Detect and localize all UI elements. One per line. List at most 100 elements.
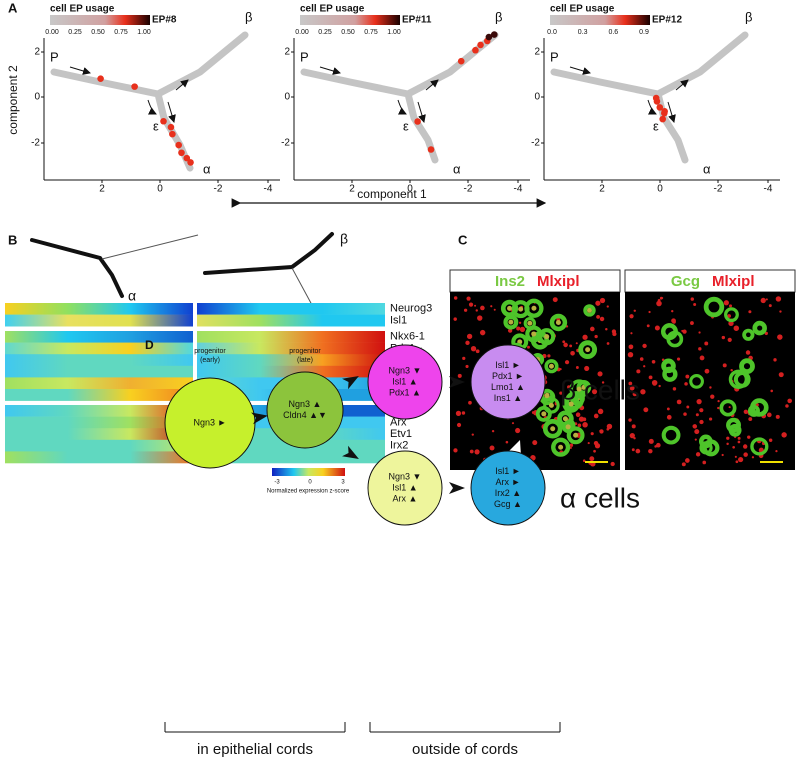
label: 0.25 (68, 29, 82, 36)
yellow-core (548, 402, 554, 408)
red-signal (491, 429, 495, 433)
heatmap-row (5, 405, 193, 417)
red-signal (676, 399, 682, 405)
label: 2 (99, 184, 105, 195)
label: Lmo1 ▲ (491, 382, 525, 392)
red-signal (462, 356, 466, 361)
red-signal (717, 399, 720, 403)
label: 0 (657, 184, 663, 195)
label: β (495, 9, 502, 24)
label: 2 (534, 47, 540, 58)
direction-arrow (147, 99, 157, 115)
red-signal (632, 391, 638, 397)
label: 0.9 (639, 29, 649, 36)
heatmap-row (5, 377, 193, 390)
red-signal (628, 344, 634, 350)
yellow-core (586, 307, 592, 313)
red-signal (721, 453, 724, 457)
green-cell (750, 437, 769, 456)
red-signal (733, 325, 740, 331)
red-signal (775, 414, 780, 419)
red-signal (775, 450, 778, 453)
tree (30, 238, 124, 298)
green-cell (524, 298, 544, 318)
cell-dot (472, 46, 479, 54)
green-cell (578, 340, 598, 360)
red-signal (584, 365, 590, 371)
tree-link (291, 267, 313, 306)
label: component 2 (6, 65, 20, 135)
red-signal (564, 360, 570, 365)
cell-dot (169, 130, 176, 138)
red-signal (547, 354, 551, 358)
label: Gcg ▲ (494, 499, 522, 509)
red-signal (770, 389, 774, 393)
red-signal (658, 384, 661, 388)
label: Pdx1 ▲ (389, 387, 421, 397)
heatmap-row (5, 451, 193, 464)
green-cell (538, 328, 556, 346)
heatmap-row (5, 389, 193, 401)
red-signal (735, 460, 739, 464)
red-signal (516, 326, 521, 331)
label: 2 (284, 47, 290, 58)
image-header (449, 269, 621, 293)
red-signal (684, 382, 688, 386)
red-signal (575, 342, 578, 345)
label: P (550, 49, 559, 64)
label: 2 (599, 184, 605, 195)
cell-dot (183, 154, 191, 162)
label: Ngn3 ▼ (389, 471, 422, 481)
label: 0 (534, 92, 540, 103)
stage-node (367, 450, 443, 526)
red-signal (453, 317, 457, 321)
red-signal (648, 448, 653, 454)
red-signal (779, 310, 782, 313)
yellow-core (518, 306, 524, 312)
red-signal (610, 461, 615, 467)
label: outside of cords (412, 741, 518, 758)
green-cell (661, 425, 681, 445)
red-signal (642, 343, 647, 349)
red-signal (597, 408, 604, 415)
red-signal (489, 445, 495, 451)
trajectory (50, 31, 249, 172)
green-cell (542, 418, 563, 439)
red-signal (493, 308, 496, 311)
cell-dot (457, 57, 465, 65)
red-signal (745, 350, 751, 355)
red-signal (601, 381, 605, 384)
red-signal (490, 305, 493, 308)
label: 0.50 (91, 29, 105, 36)
red-signal (747, 435, 751, 439)
red-signal (654, 325, 660, 331)
cell-dot (661, 108, 668, 115)
legend-gradient (300, 15, 400, 25)
label: Neurog3 (390, 303, 432, 315)
red-signal (594, 334, 598, 339)
label: 2 (34, 47, 40, 58)
red-signal (465, 364, 469, 369)
red-signal (685, 458, 690, 463)
yellow-core (531, 331, 537, 337)
green-cell (549, 313, 568, 332)
transition-arrow (342, 376, 359, 390)
red-signal (698, 347, 702, 351)
label: B (8, 232, 17, 247)
red-signal (704, 368, 710, 374)
red-signal (704, 341, 709, 346)
green-cell (728, 423, 742, 437)
label: 0 (308, 480, 312, 486)
legend-gradient (550, 15, 650, 25)
red-signal (666, 414, 672, 420)
label: β (340, 231, 348, 247)
label: ε (153, 118, 159, 133)
red-signal (702, 460, 707, 465)
transition-arrow (342, 445, 359, 459)
cell-dot (427, 146, 435, 153)
label: EP#8 (152, 15, 177, 26)
label: 0 (407, 184, 413, 195)
label: 0.0 (547, 29, 557, 36)
red-signal (643, 407, 649, 413)
yellow-core (550, 426, 556, 432)
